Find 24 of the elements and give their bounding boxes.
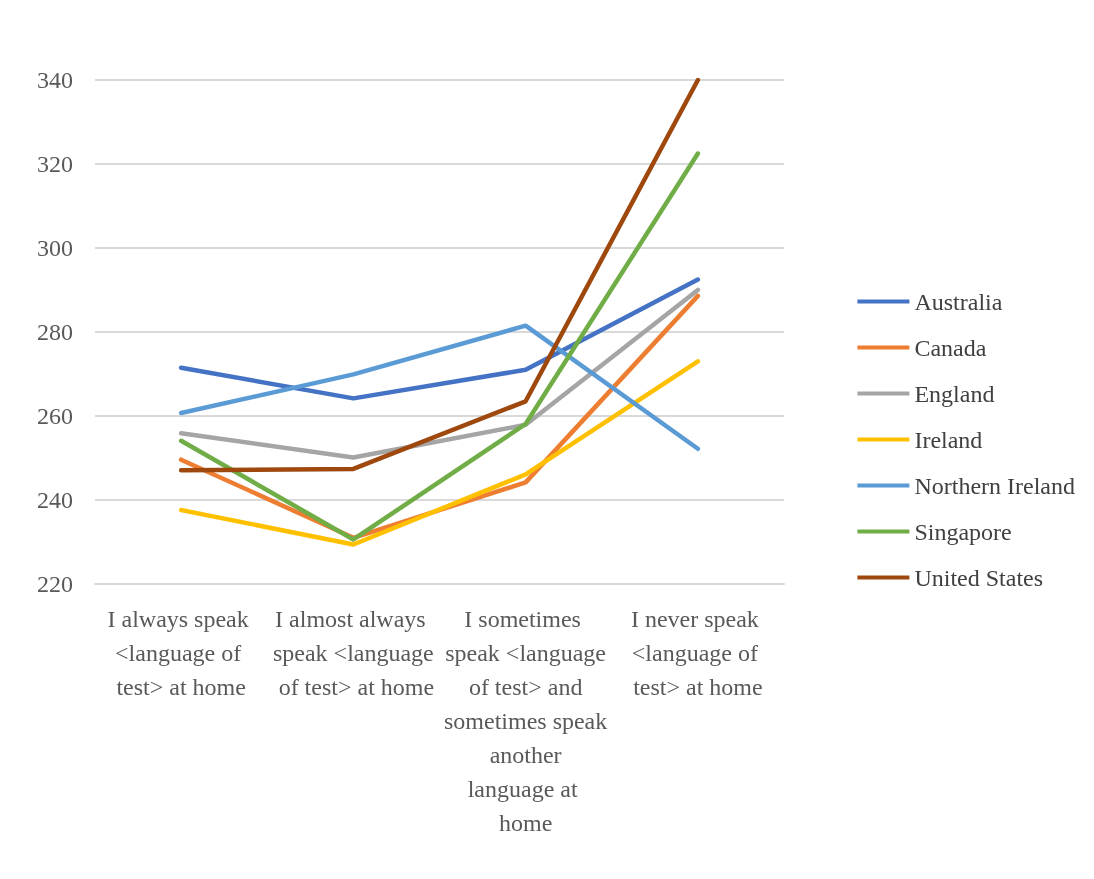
legend-label: Canada: [914, 334, 987, 361]
y-tick-label: 260: [37, 403, 73, 429]
line-series: [178, 323, 701, 452]
x-tick-label: I never speak <language of test> at home: [630, 606, 765, 700]
x-tick-label: I sometimes speak <language of test> and sometimes speak another language at home: [443, 606, 608, 836]
legend-label: Ireland: [914, 426, 983, 453]
legend-label: Northern Ireland: [914, 472, 1075, 499]
legend-label: Australia: [914, 288, 1003, 315]
line-series: [178, 77, 701, 473]
y-tick-label: 320: [37, 151, 73, 177]
x-tick-label: I almost always speak <language of test> at home: [272, 606, 435, 700]
legend-label: England: [914, 380, 995, 407]
y-tick-label: 220: [37, 571, 73, 597]
y-tick-label: 240: [37, 487, 73, 513]
y-tick-label: 280: [37, 319, 73, 345]
y-tick-label: 300: [37, 235, 73, 261]
x-tick-label: I always speak <language of test> at home: [107, 606, 255, 700]
line-series: [178, 287, 701, 460]
y-tick-label: 340: [37, 67, 73, 93]
line-series: [178, 151, 701, 542]
line-series: [178, 277, 701, 401]
legend-label: United States: [914, 564, 1044, 591]
legend-label: Singapore: [914, 518, 1012, 545]
line-series: [178, 359, 701, 547]
